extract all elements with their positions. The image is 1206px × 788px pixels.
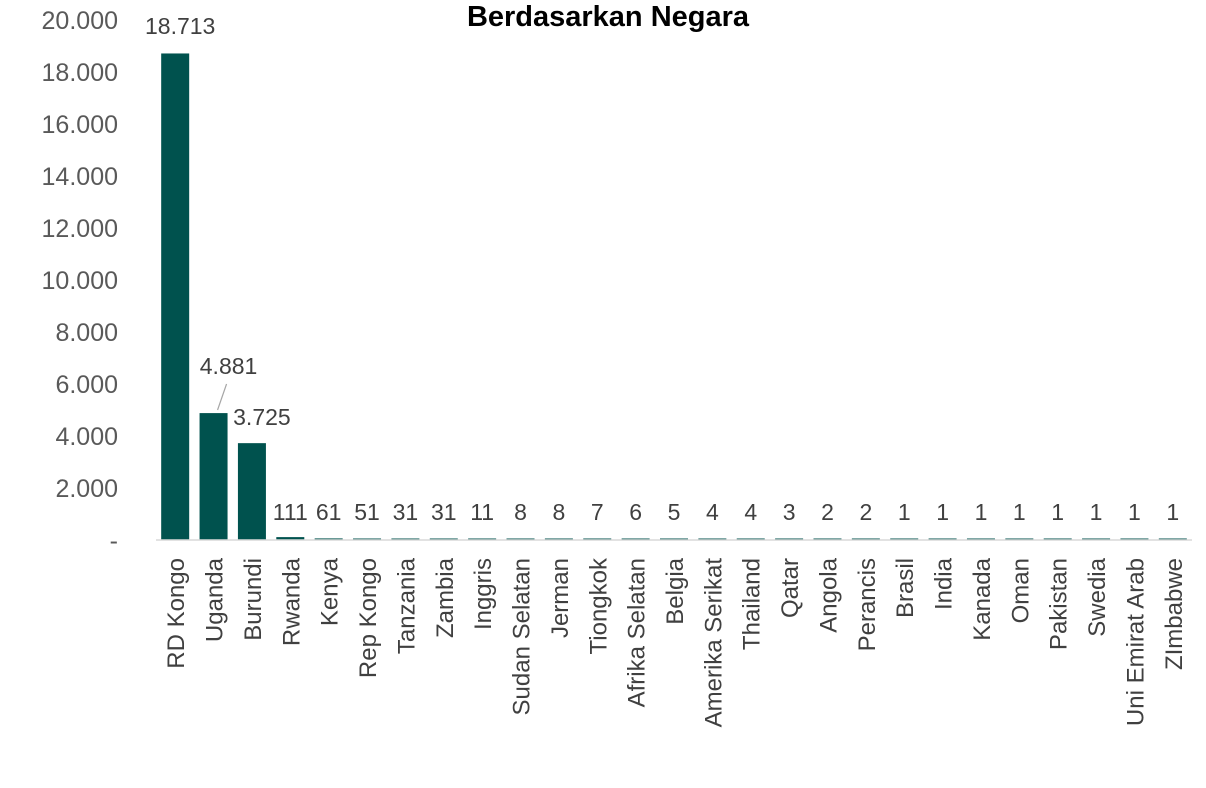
category-label: Inggris	[470, 558, 497, 630]
category-label: Rwanda	[278, 557, 305, 646]
category-label: Kanada	[969, 557, 996, 640]
bar	[276, 537, 305, 540]
bar	[161, 53, 190, 540]
data-label: 11	[470, 499, 494, 525]
data-label: 1	[936, 499, 949, 525]
data-label: 61	[316, 499, 342, 525]
leader-lines	[216, 383, 228, 411]
y-tick-label: 20.000	[42, 7, 118, 35]
category-label: Tanzania	[393, 557, 420, 654]
y-tick-label: 18.000	[42, 59, 118, 87]
data-label: 3.725	[233, 404, 291, 430]
data-label: 3	[783, 499, 796, 525]
bar	[314, 538, 343, 540]
data-label: 1	[1013, 499, 1026, 525]
category-label: Oman	[1007, 558, 1034, 623]
data-label: 1	[1128, 499, 1141, 525]
data-label: 1	[975, 499, 988, 525]
category-label: Pakistan	[1046, 558, 1073, 650]
data-label: 4	[744, 499, 757, 525]
chart-title: Berdasarkan Negara	[467, 1, 750, 33]
category-label: Thailand	[739, 558, 766, 650]
category-label: Swedia	[1084, 557, 1111, 636]
category-label: RD Kongo	[163, 558, 190, 669]
y-axis: - 2.000 4.000 6.000 8.000 10.000 12.000 14.000 1…	[42, 7, 118, 555]
data-label: 51	[354, 499, 380, 525]
x-axis: RD Kongo Uganda Burundi Rwanda Kenya Rep Kong…	[163, 557, 1188, 727]
y-tick-label: -	[110, 527, 118, 555]
bar-series	[161, 53, 1187, 540]
data-label: 1	[1090, 499, 1103, 525]
data-label: 4	[706, 499, 719, 525]
category-label: ZImbabwe	[1161, 558, 1188, 670]
data-label: 4.881	[200, 353, 258, 379]
category-label: Perancis	[854, 558, 881, 651]
category-label: Sudan Selatan	[509, 558, 536, 715]
category-label: Tiongkok	[585, 557, 612, 654]
data-label: 8	[552, 499, 565, 525]
y-tick-label: 10.000	[42, 267, 118, 295]
y-tick-label: 8.000	[55, 319, 118, 347]
y-tick-label: 2.000	[55, 475, 118, 503]
category-label: Belgia	[662, 557, 689, 624]
data-label: 1	[1051, 499, 1064, 525]
data-label: 111	[273, 499, 308, 525]
category-label: Rep Kongo	[355, 558, 382, 678]
data-label: 1	[898, 499, 911, 525]
data-label: 31	[431, 499, 457, 525]
bar	[199, 413, 228, 540]
y-tick-label: 4.000	[55, 423, 118, 451]
data-label: 2	[859, 499, 872, 525]
category-label: Brasil	[892, 558, 919, 618]
category-label: Angola	[815, 557, 842, 632]
y-tick-label: 6.000	[55, 371, 118, 399]
data-label: 5	[668, 499, 681, 525]
data-label: 8	[514, 499, 527, 525]
data-label: 7	[591, 499, 604, 525]
bar	[237, 443, 266, 540]
data-label: 1	[1166, 499, 1179, 525]
category-label: Uganda	[202, 557, 229, 642]
data-label: 31	[393, 499, 419, 525]
y-tick-label: 12.000	[42, 215, 118, 243]
data-label: 18.713	[145, 13, 215, 39]
category-label: Zambia	[432, 557, 459, 638]
category-label: Qatar	[777, 558, 804, 618]
data-label: 6	[629, 499, 642, 525]
data-label: 2	[821, 499, 834, 525]
y-tick-label: 14.000	[42, 163, 118, 191]
category-label: Uni Emirat Arab	[1122, 558, 1149, 726]
category-label: Afrika Selatan	[624, 558, 651, 707]
category-label: India	[931, 557, 958, 610]
category-label: Burundi	[240, 558, 267, 641]
leader-line	[216, 383, 228, 411]
category-label: Kenya	[317, 557, 344, 626]
category-label: Jerman	[547, 558, 574, 638]
category-label: Amerika Serikat	[700, 558, 727, 728]
y-tick-label: 16.000	[42, 111, 118, 139]
